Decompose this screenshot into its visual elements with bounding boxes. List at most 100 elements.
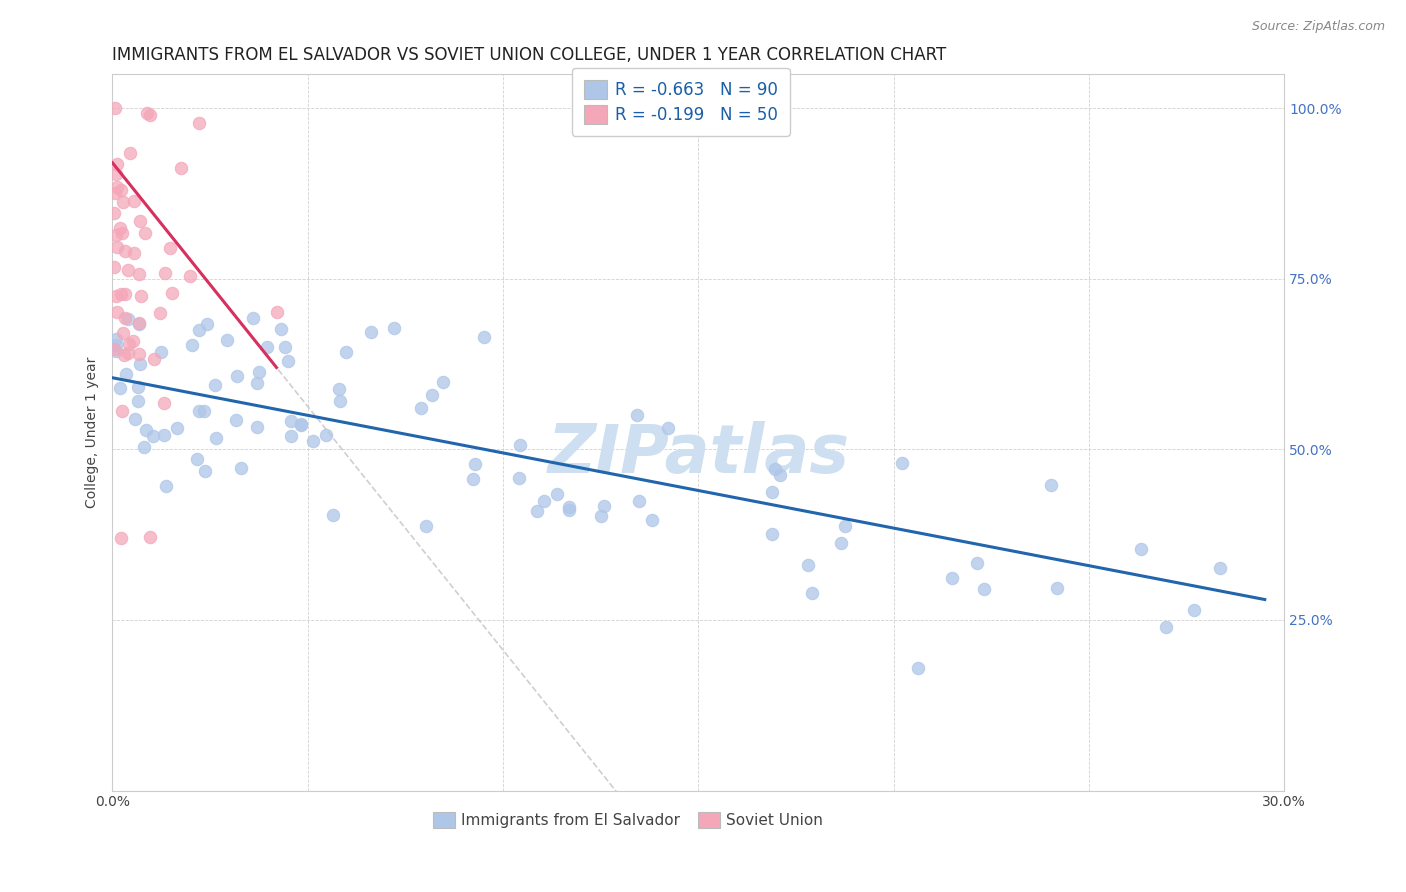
Y-axis label: College, Under 1 year: College, Under 1 year xyxy=(86,357,100,508)
Point xyxy=(150,345,173,359)
Point xyxy=(117,345,139,359)
Point xyxy=(409,401,432,416)
Point xyxy=(153,266,176,280)
Point xyxy=(105,167,128,181)
Point xyxy=(526,504,548,518)
Point xyxy=(139,530,162,544)
Legend: Immigrants from El Salvador, Soviet Union: Immigrants from El Salvador, Soviet Unio… xyxy=(427,806,828,835)
Point xyxy=(256,340,278,354)
Point xyxy=(108,381,131,395)
Point xyxy=(830,535,852,549)
Point xyxy=(195,318,218,332)
Point xyxy=(110,286,132,301)
Point xyxy=(801,586,824,600)
Point xyxy=(114,287,136,301)
Point xyxy=(142,352,165,367)
Point xyxy=(128,268,150,282)
Point xyxy=(139,108,162,122)
Point xyxy=(129,289,152,303)
Point xyxy=(761,485,783,500)
Point xyxy=(103,206,125,220)
Point xyxy=(105,332,128,346)
Point xyxy=(657,421,679,435)
Point xyxy=(170,161,193,175)
Point xyxy=(128,317,150,331)
Point xyxy=(194,464,217,478)
Point xyxy=(225,369,247,384)
Point xyxy=(149,306,172,320)
Point xyxy=(103,260,125,274)
Point xyxy=(360,325,382,339)
Point xyxy=(290,417,312,432)
Point xyxy=(266,305,288,319)
Point xyxy=(117,263,139,277)
Point xyxy=(973,582,995,596)
Point xyxy=(1182,603,1205,617)
Text: IMMIGRANTS FROM EL SALVADOR VS SOVIET UNION COLLEGE, UNDER 1 YEAR CORRELATION CH: IMMIGRANTS FROM EL SALVADOR VS SOVIET UN… xyxy=(112,46,946,64)
Point xyxy=(135,106,157,120)
Point xyxy=(104,289,127,303)
Point xyxy=(508,471,530,485)
Point xyxy=(558,500,581,514)
Point xyxy=(128,316,150,330)
Point xyxy=(472,330,495,344)
Point xyxy=(105,179,128,194)
Point xyxy=(382,321,405,335)
Point xyxy=(135,423,157,437)
Point xyxy=(110,531,132,545)
Point xyxy=(122,194,145,208)
Point xyxy=(280,429,302,443)
Point xyxy=(796,558,818,572)
Point xyxy=(422,388,444,402)
Point xyxy=(966,557,988,571)
Point xyxy=(115,368,138,382)
Point xyxy=(117,312,139,326)
Point xyxy=(127,394,149,409)
Point xyxy=(118,337,141,351)
Point xyxy=(104,227,127,242)
Point xyxy=(180,338,202,352)
Point xyxy=(280,414,302,428)
Point xyxy=(112,326,135,340)
Point xyxy=(128,347,150,361)
Point xyxy=(242,310,264,325)
Point xyxy=(155,479,177,493)
Point xyxy=(592,500,614,514)
Point xyxy=(159,241,181,255)
Point xyxy=(246,376,269,390)
Point xyxy=(166,421,188,435)
Point xyxy=(546,487,568,501)
Point xyxy=(1046,582,1069,596)
Point xyxy=(111,226,134,240)
Point xyxy=(907,661,929,675)
Point xyxy=(105,157,128,171)
Point xyxy=(301,434,323,449)
Point xyxy=(246,420,269,434)
Point xyxy=(187,404,209,418)
Point xyxy=(225,413,247,427)
Point xyxy=(1154,620,1177,634)
Point xyxy=(179,269,201,284)
Point xyxy=(142,429,165,443)
Point xyxy=(107,240,129,254)
Point xyxy=(105,344,128,359)
Point xyxy=(111,404,134,418)
Point xyxy=(186,452,208,467)
Point xyxy=(111,194,134,209)
Point xyxy=(558,502,581,516)
Point xyxy=(204,377,226,392)
Point xyxy=(533,494,555,508)
Point xyxy=(114,244,136,258)
Point xyxy=(134,226,156,240)
Point xyxy=(105,338,128,352)
Point xyxy=(153,396,176,410)
Point xyxy=(641,513,664,527)
Point xyxy=(247,364,270,378)
Point xyxy=(335,345,357,359)
Point xyxy=(124,245,146,260)
Point xyxy=(103,342,125,356)
Point xyxy=(277,354,299,368)
Point xyxy=(217,333,239,347)
Point xyxy=(105,305,128,319)
Point xyxy=(509,438,531,452)
